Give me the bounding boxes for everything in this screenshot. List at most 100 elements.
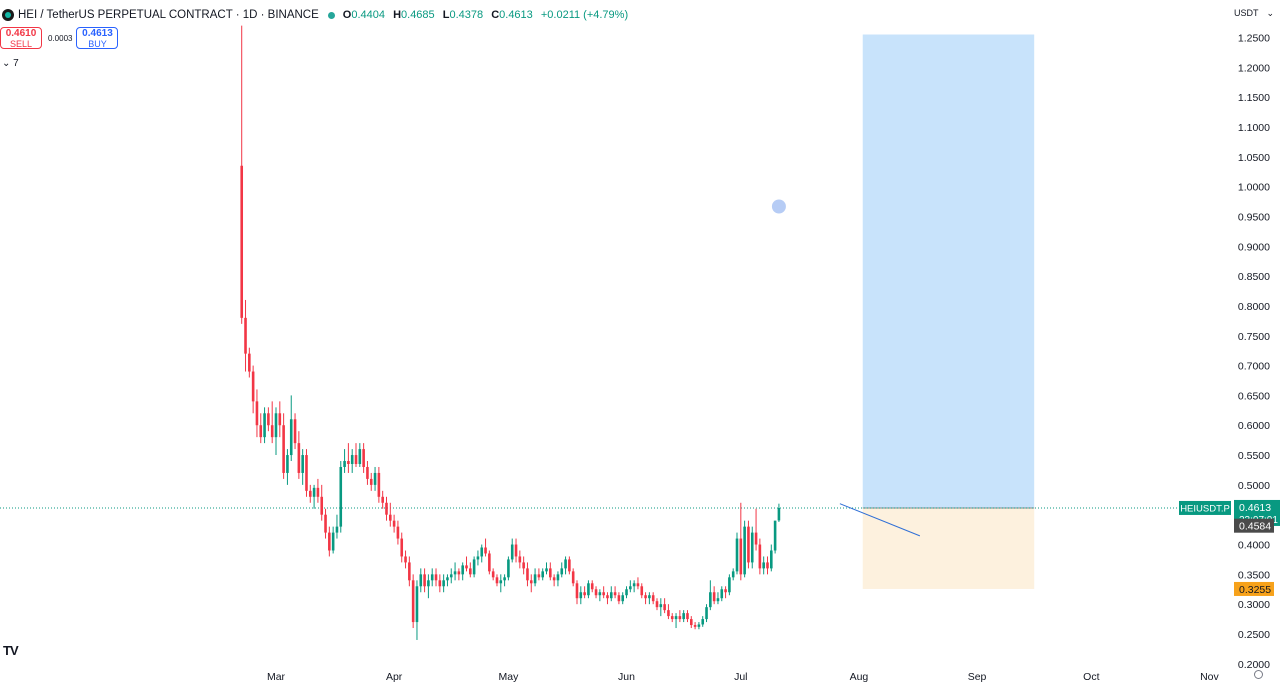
marker-dot[interactable] (771, 199, 786, 214)
candle-body (335, 526, 339, 533)
price-tick-label: 1.1500 (1238, 92, 1270, 104)
candle-body (613, 592, 617, 596)
candle (507, 556, 510, 581)
candle-body (427, 580, 430, 587)
time-tick-label: Jul (734, 671, 747, 683)
candle (438, 574, 442, 593)
indicators-toggle[interactable]: ⌄ 7 (2, 58, 19, 69)
candle-body (594, 589, 598, 596)
candle (606, 592, 609, 605)
price-tick-label: 0.6000 (1238, 420, 1270, 432)
candle (575, 580, 579, 605)
candle (709, 580, 712, 611)
candle-body (278, 413, 282, 426)
currency-selector[interactable]: USDT ⌄ (1234, 8, 1274, 19)
symbol-title[interactable]: HEI / TetherUS PERPETUAL CONTRACT · 1D ·… (18, 9, 319, 21)
price-tick-label: 0.8500 (1238, 271, 1270, 283)
candle (602, 586, 605, 599)
candle (705, 604, 708, 623)
candle (415, 580, 419, 640)
candle-body (678, 616, 682, 620)
candle-body (728, 577, 731, 593)
candle (560, 562, 564, 578)
marker-point[interactable] (771, 199, 786, 214)
last-price-label: 0.4613 (1239, 502, 1271, 514)
candle-body (385, 502, 388, 515)
candle-body (503, 577, 506, 581)
time-tick-label: May (498, 671, 519, 683)
candle (480, 544, 484, 563)
tradingview-logo-icon[interactable]: TV (3, 643, 19, 658)
candle (644, 592, 647, 605)
sell-price: 0.4610 (5, 28, 37, 39)
price-tick-label: 0.3500 (1238, 569, 1270, 581)
candle (381, 490, 384, 509)
candle (529, 574, 533, 593)
candle (491, 568, 495, 581)
close-label: C (491, 9, 500, 21)
candle (293, 413, 297, 450)
trend-line-segment[interactable] (839, 503, 921, 537)
candle-body (453, 571, 457, 575)
candle (255, 389, 259, 438)
candle (716, 592, 720, 605)
price-tick-label: 0.7500 (1238, 331, 1270, 343)
price-axis[interactable]: 1.2500 1.2000 1.1500 1.1000 1.0500 1.0000 0.95… (1238, 33, 1270, 671)
close-value: 0.4613 (499, 9, 533, 21)
candle-body (297, 443, 301, 473)
symbol-legend: HEI / TetherUS PERPETUAL CONTRACT · 1D ·… (2, 9, 633, 21)
candle-body (655, 601, 659, 608)
position-zones[interactable] (862, 34, 1035, 589)
candle-body (766, 562, 769, 569)
candle-body (747, 526, 750, 563)
sell-label: SELL (9, 39, 33, 49)
candle (270, 401, 274, 444)
candle (335, 514, 339, 539)
stop-zone[interactable] (862, 507, 1035, 589)
candle-body (701, 619, 705, 625)
candle-body (270, 425, 274, 438)
candle-body (369, 478, 373, 485)
candle-body (606, 595, 609, 599)
candle (777, 503, 781, 522)
candle-body (720, 589, 724, 599)
price-tick-label: 0.2500 (1238, 629, 1270, 641)
candle (392, 514, 396, 533)
indicators-count: 7 (13, 58, 19, 69)
profit-zone[interactable] (862, 34, 1035, 508)
candle (613, 586, 617, 599)
entry-price-tag-bg (1234, 518, 1274, 533)
candle-body (316, 487, 320, 497)
candle (362, 443, 365, 473)
open-value: 0.4404 (351, 9, 385, 21)
price-tick-label: 1.2500 (1238, 33, 1270, 45)
candle (442, 574, 445, 593)
candle (324, 508, 327, 539)
candle-body (305, 455, 308, 491)
price-tick-label: 1.2000 (1238, 62, 1270, 74)
candle-body (590, 583, 594, 590)
candle (526, 562, 529, 587)
candle-body (739, 538, 743, 575)
settings-icon[interactable] (1254, 670, 1263, 679)
price-tick-label: 0.7000 (1238, 361, 1270, 373)
sell-button[interactable]: 0.4610 SELL (0, 27, 42, 49)
candle-body (461, 565, 464, 575)
candle-body (293, 419, 297, 444)
candle (568, 556, 571, 575)
candle (297, 431, 301, 479)
candle-body (716, 598, 720, 602)
buy-button[interactable]: 0.4613 BUY (76, 27, 119, 49)
trend-line[interactable] (839, 503, 921, 537)
candle (629, 580, 632, 593)
time-axis[interactable]: Mar Apr May Jun Jul Aug Sep Oct Nov (267, 671, 1220, 683)
candle (305, 449, 308, 497)
candle-body (552, 577, 556, 581)
candle-body (476, 556, 480, 560)
candle-body (354, 455, 358, 464)
candle-body (579, 592, 583, 599)
candle-body (735, 538, 739, 572)
candle-body (697, 624, 701, 627)
price-tick-label: 1.1000 (1238, 122, 1270, 134)
